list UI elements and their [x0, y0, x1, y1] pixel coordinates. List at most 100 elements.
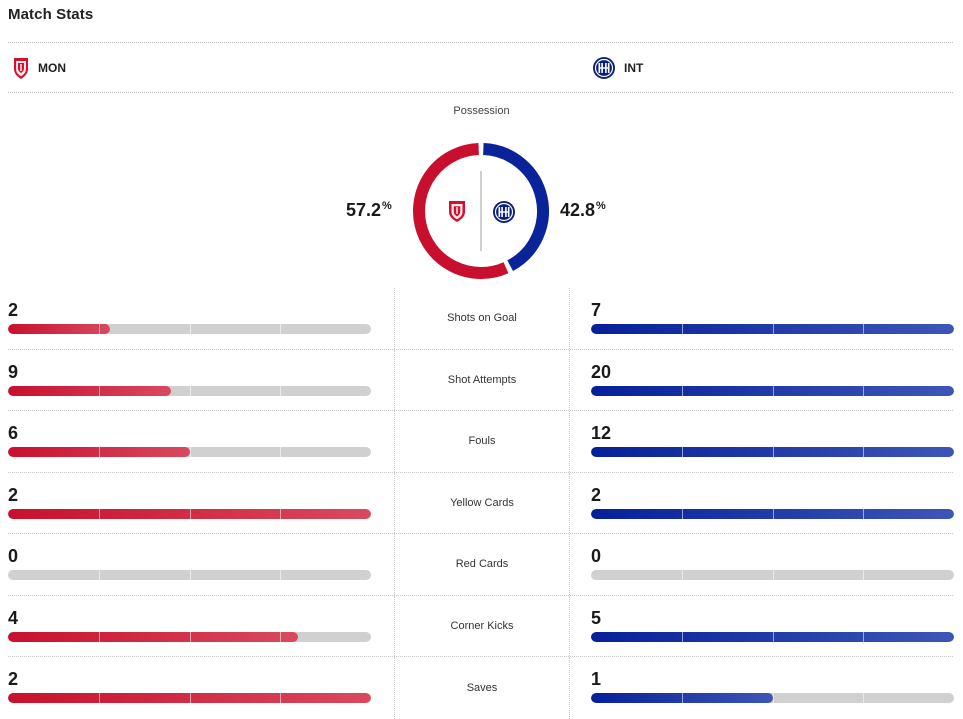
away-stat-bar — [591, 570, 954, 580]
home-stat-bar-fill — [8, 324, 110, 334]
stat-row: 2 Shots on Goal 7 — [8, 288, 954, 350]
bar-tick — [681, 693, 683, 703]
bar-tick — [189, 631, 191, 642]
stat-row: 2 Yellow Cards 2 — [8, 472, 954, 534]
monza-crest-icon — [449, 201, 465, 222]
bar-tick — [98, 508, 100, 519]
possession-label: Possession — [453, 105, 510, 117]
away-team-abbr: INT — [624, 61, 644, 75]
home-stat-bar — [8, 570, 371, 580]
bar-tick — [189, 693, 191, 703]
bar-tick — [189, 570, 191, 580]
stat-label: Saves — [394, 657, 570, 719]
home-stat-value: 6 — [8, 423, 19, 443]
home-stat-bar — [8, 631, 371, 642]
away-stat-bar — [591, 693, 954, 703]
inter-crest-icon — [593, 57, 615, 79]
bar-tick — [772, 693, 774, 703]
home-stat-bar — [8, 447, 371, 457]
stat-row: 9 Shot Attempts 20 — [8, 349, 954, 411]
home-stat-value: 9 — [8, 361, 19, 382]
home-stat-bar-fill — [8, 385, 172, 396]
stat-row: 2 Saves 1 — [8, 657, 954, 719]
bar-tick — [863, 693, 865, 703]
bar-tick — [863, 570, 865, 580]
away-stat-bar — [591, 447, 954, 457]
stat-row: 6 Fouls 12 — [8, 411, 954, 473]
home-stat-value: 0 — [8, 546, 19, 566]
stat-row: 0 Red Cards 0 — [8, 534, 954, 596]
bar-tick — [681, 447, 683, 457]
inter-crest-icon — [493, 201, 515, 223]
bar-tick — [681, 570, 683, 580]
home-stat-value: 2 — [8, 484, 19, 505]
bar-tick — [863, 447, 865, 457]
away-stat-value: 2 — [591, 484, 602, 505]
bar-tick — [189, 385, 191, 396]
stat-label: Shots on Goal — [394, 288, 570, 349]
bar-tick — [189, 508, 191, 519]
home-stat-bar — [8, 508, 371, 519]
away-stat-bar — [591, 324, 954, 334]
bar-tick — [772, 570, 774, 580]
bar-tick — [98, 447, 100, 457]
bar-tick — [280, 385, 282, 396]
home-stat-bar — [8, 324, 371, 334]
bar-tick — [681, 324, 683, 334]
away-stat-value: 1 — [591, 669, 602, 689]
bar-tick — [772, 631, 774, 642]
bar-tick — [863, 385, 865, 396]
bar-tick — [772, 324, 774, 334]
away-stat-value: 0 — [591, 546, 602, 566]
stat-label: Corner Kicks — [394, 595, 570, 656]
home-stat-bar — [8, 693, 371, 703]
home-stat-value: 2 — [8, 300, 19, 320]
home-team[interactable]: MON — [12, 56, 66, 80]
bar-tick — [280, 693, 282, 703]
bar-tick — [98, 631, 100, 642]
bar-tick — [98, 385, 100, 396]
bar-tick — [863, 508, 865, 519]
away-stat-bar — [591, 508, 954, 519]
bar-tick — [280, 631, 282, 642]
monza-crest-icon — [14, 58, 28, 79]
stat-row: 4 Corner Kicks 5 — [8, 595, 954, 657]
bar-tick — [681, 385, 683, 396]
home-stat-value: 2 — [8, 669, 19, 689]
away-stat-value: 20 — [591, 361, 612, 382]
stat-label: Red Cards — [394, 534, 570, 595]
match-stats-title: Match Stats — [8, 6, 94, 23]
bar-tick — [98, 324, 100, 334]
away-stat-value: 7 — [591, 300, 602, 320]
away-stat-bar — [591, 385, 954, 396]
bar-tick — [772, 447, 774, 457]
bar-tick — [681, 508, 683, 519]
bar-tick — [772, 508, 774, 519]
home-possession-value: 57.2% — [346, 200, 392, 220]
home-stat-bar — [8, 385, 371, 396]
teams-header: MON INT — [8, 42, 953, 93]
bar-tick — [189, 324, 191, 334]
away-stat-value: 5 — [591, 607, 602, 628]
stat-label: Shot Attempts — [394, 349, 570, 410]
home-stat-bar-fill — [8, 631, 299, 642]
home-team-abbr: MON — [38, 61, 66, 75]
stats-table: 2 Shots on Goal 7 9 Shot Attempts 20 6 Fouls 12 2… — [8, 288, 954, 719]
bar-tick — [98, 693, 100, 703]
bar-tick — [189, 447, 191, 457]
away-team[interactable]: INT — [592, 56, 643, 80]
bar-tick — [772, 385, 774, 396]
possession-donut-chart — [413, 143, 549, 279]
away-possession-value: 42.8% — [560, 200, 606, 220]
away-possession-arc — [482, 143, 549, 271]
bar-tick — [280, 570, 282, 580]
away-stat-bar — [591, 631, 954, 642]
bar-tick — [280, 324, 282, 334]
bar-tick — [280, 447, 282, 457]
bar-tick — [280, 508, 282, 519]
home-stat-value: 4 — [8, 607, 19, 628]
home-possession-arc — [413, 143, 509, 279]
away-stat-value: 12 — [591, 423, 612, 443]
bar-tick — [98, 570, 100, 580]
bar-tick — [863, 324, 865, 334]
